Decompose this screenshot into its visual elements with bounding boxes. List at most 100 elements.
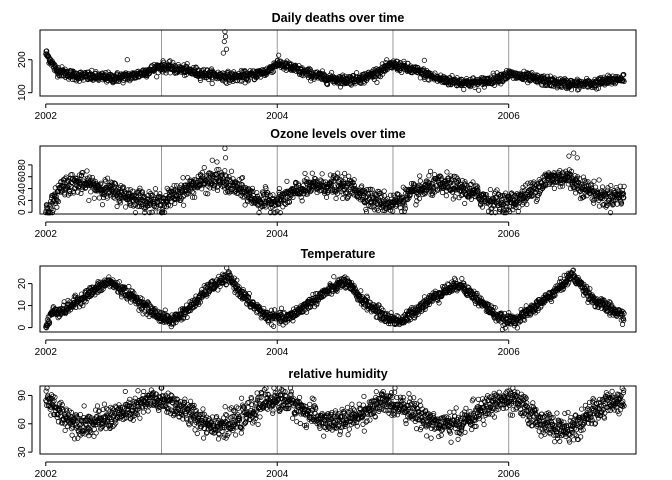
data-point xyxy=(305,67,311,73)
chart-title: Temperature xyxy=(301,247,376,261)
outlier-point xyxy=(124,57,130,63)
y-tick-label: 200 xyxy=(17,51,28,68)
data-point xyxy=(342,170,348,177)
data-point xyxy=(88,189,94,195)
data-point xyxy=(381,188,387,194)
data-point xyxy=(331,274,337,280)
data-point xyxy=(354,70,360,76)
data-point xyxy=(461,86,467,93)
data-point xyxy=(86,197,92,204)
outlier-point xyxy=(222,145,228,151)
data-point xyxy=(245,78,251,84)
x-tick-label: 2004 xyxy=(266,229,289,240)
data-point xyxy=(126,283,132,290)
data-point xyxy=(462,200,468,206)
outlier-point xyxy=(222,155,229,161)
outlier-point xyxy=(566,153,572,159)
y-tick-label: 20 xyxy=(17,194,28,206)
data-point xyxy=(319,171,325,177)
x-tick-label: 2002 xyxy=(35,111,58,122)
data-point xyxy=(269,69,275,76)
data-point xyxy=(167,58,173,64)
y-tick-label: 100 xyxy=(17,84,28,101)
data-point xyxy=(184,61,190,67)
data-point xyxy=(323,194,330,200)
data-point xyxy=(337,84,344,90)
data-point xyxy=(371,76,377,83)
data-point xyxy=(476,87,482,93)
data-point xyxy=(370,74,376,80)
data-point xyxy=(309,170,315,176)
data-point xyxy=(272,307,278,313)
data-point xyxy=(162,307,168,313)
y-tick-label: 0 xyxy=(17,209,28,215)
data-point xyxy=(291,65,298,71)
outlier-point xyxy=(421,57,427,63)
data-point xyxy=(417,173,423,179)
data-point xyxy=(197,77,204,83)
outlier-point xyxy=(221,38,227,45)
data-point xyxy=(99,202,106,208)
data-points xyxy=(43,145,627,216)
data-point xyxy=(340,195,346,202)
y-tick-label: 80 xyxy=(17,159,28,171)
data-point xyxy=(170,59,176,66)
data-point xyxy=(443,193,449,199)
data-point xyxy=(551,185,557,191)
data-point xyxy=(333,195,339,202)
chart-title: Daily deaths over time xyxy=(272,11,405,25)
data-point xyxy=(496,78,503,84)
data-point xyxy=(91,195,97,201)
data-point xyxy=(297,71,303,77)
data-point xyxy=(591,178,597,184)
y-tick-label: 40 xyxy=(17,183,28,195)
data-point xyxy=(417,178,423,184)
data-points xyxy=(43,29,627,93)
outlier-point xyxy=(571,150,577,156)
data-point xyxy=(427,168,434,174)
data-point xyxy=(181,202,187,208)
data-point xyxy=(439,189,446,196)
data-point xyxy=(228,168,235,174)
outlier-point xyxy=(222,34,229,40)
data-point xyxy=(327,172,333,178)
data-point xyxy=(123,204,129,210)
chart-title: Ozone levels over time xyxy=(270,127,406,141)
data-point xyxy=(374,79,380,86)
x-tick-label: 2006 xyxy=(498,229,521,240)
data-point xyxy=(394,58,401,65)
data-point xyxy=(209,80,215,87)
outlier-point xyxy=(209,157,215,163)
data-point xyxy=(214,187,221,193)
data-point xyxy=(120,80,126,86)
data-point xyxy=(335,170,341,176)
data-point xyxy=(399,69,405,75)
data-point xyxy=(402,206,409,212)
data-point xyxy=(596,177,602,183)
x-tick-label: 2004 xyxy=(266,111,289,122)
data-point xyxy=(152,186,159,192)
data-point xyxy=(284,178,290,184)
outlier-point xyxy=(574,155,580,161)
data-point xyxy=(54,204,60,210)
data-point xyxy=(401,58,407,64)
data-points xyxy=(43,265,627,333)
data-point xyxy=(306,65,312,71)
data-point xyxy=(191,64,197,71)
y-tick-label: 60 xyxy=(17,171,28,183)
data-point xyxy=(401,208,408,214)
data-point xyxy=(224,80,230,86)
outlier-point xyxy=(223,46,230,52)
data-point xyxy=(302,170,308,176)
data-point xyxy=(276,52,282,58)
data-point xyxy=(180,175,186,181)
data-point xyxy=(222,168,228,174)
outlier-point xyxy=(214,159,220,165)
data-point xyxy=(84,168,90,174)
data-point xyxy=(524,72,531,78)
data-point xyxy=(591,200,597,206)
data-point xyxy=(515,208,521,214)
